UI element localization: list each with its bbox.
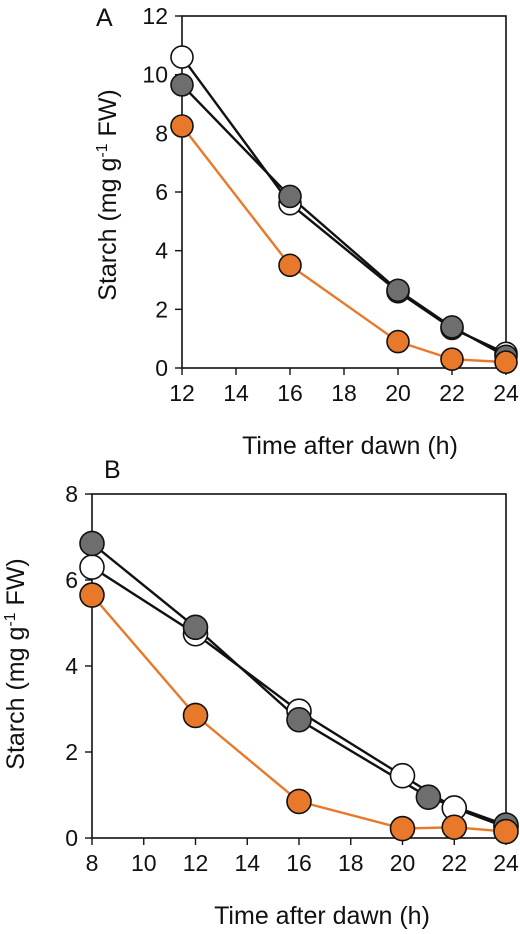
panel-b-x-tick-label: 14: [234, 850, 260, 876]
panel-a-x-tick-label: 20: [385, 380, 411, 406]
panel-b-series-2-point: [79, 530, 105, 557]
panel-a-y-tick-label: 0: [155, 355, 168, 381]
panel-b-x-tick-label: 24: [493, 850, 519, 876]
panel-a-y-title-sup: -1: [94, 143, 111, 157]
panel-a-x-tick-label: 12: [169, 380, 195, 406]
panel-a-y-tick-label: 2: [155, 296, 168, 322]
panel-b-series-2-point: [286, 706, 312, 733]
panel-a-series-3-point: [440, 347, 464, 372]
panel-a-series-2-line: [181, 84, 507, 358]
panel-a-y-tick-label: 4: [155, 238, 168, 264]
panel-a-y-tick-label: 6: [155, 179, 168, 205]
panel-a-series-3-point: [170, 114, 194, 138]
panel-a-x-axis-title: Time after dawn (h): [242, 432, 458, 460]
panel-a-series-1-line: [181, 56, 507, 355]
panel-b-x-tick-label: 8: [86, 850, 99, 876]
panel-b-x-tick-label: 12: [183, 850, 209, 876]
panel-a-y-tick-label: 10: [142, 62, 168, 88]
panel-b-y-axis-title: Starch (mg g-1 FW): [2, 558, 30, 769]
panel-a-x-tick-label: 22: [439, 380, 465, 406]
panel-b-x-tick-label: 10: [131, 850, 157, 876]
panel-a-x-tick-label: 18: [331, 380, 357, 406]
panel-b-series-2-point: [182, 614, 209, 641]
panel-b-series-3-point: [493, 818, 519, 845]
panel-b-letter: B: [104, 456, 121, 484]
panel-a-y-title-tail: FW): [94, 89, 122, 143]
panel-b-series-3-point: [389, 815, 416, 842]
panel-a-y-axis-title: Starch (mg g-1 FW): [94, 89, 122, 300]
panel-b-x-tick-label: 20: [390, 850, 416, 876]
panel-a-y-tick-label: 12: [142, 3, 168, 29]
panel-a-x-tick-label: 24: [493, 380, 519, 406]
panel-a-series-3-point: [386, 329, 410, 354]
panel-b-series-1-point: [389, 762, 416, 789]
panel-b-y-title-main: Starch (mg g: [2, 627, 30, 770]
panel-a-series-2-point: [386, 278, 410, 303]
panel-b-y-tick-label: 8: [65, 481, 78, 507]
panel-a-series-3-point: [278, 253, 302, 278]
panel-b-x-tick-label: 16: [286, 850, 312, 876]
panel-a-frame: [181, 15, 507, 369]
panel-a-y-title-main: Starch (mg g: [94, 158, 122, 301]
panel-a-x-tick-label: 14: [223, 380, 249, 406]
panel-b-x-tick-label: 18: [338, 850, 364, 876]
panel-a-series-3-point: [494, 350, 518, 374]
panel-b-y-tick-label: 2: [65, 739, 78, 765]
panel-a-x-tick-label: 16: [277, 380, 303, 406]
panel-b-series-3-point: [286, 788, 312, 815]
panel-b-series-3-point: [182, 702, 209, 729]
panel-b-series-3-point: [441, 814, 468, 841]
panel-b-series-1-point: [79, 554, 105, 580]
panel-b-series-3-point: [79, 582, 105, 608]
panel-b-series-2-line: [91, 542, 507, 827]
panel-b-x-axis-title: Time after dawn (h): [214, 902, 430, 930]
panel-a-series-2-point: [440, 315, 464, 339]
panel-b-y-title-tail: FW): [2, 558, 30, 612]
panel-a-letter: A: [96, 4, 113, 32]
panel-b-series-1-line: [91, 566, 507, 829]
panel-a-series-2-point: [278, 184, 302, 209]
panel-b-y-tick-label: 6: [65, 567, 78, 593]
panel-b-x-tick-label: 22: [441, 850, 467, 876]
panel-b-series-2-point: [415, 784, 442, 810]
panel-a-series-2-point: [170, 73, 194, 97]
panel-a-series-1-point: [170, 45, 194, 69]
panel-b-y-tick-label: 4: [65, 653, 78, 679]
panel-b-y-title-sup: -1: [2, 612, 19, 626]
panel-a-y-tick-label: 8: [155, 120, 168, 146]
panel-b-y-tick-label: 0: [65, 825, 78, 851]
